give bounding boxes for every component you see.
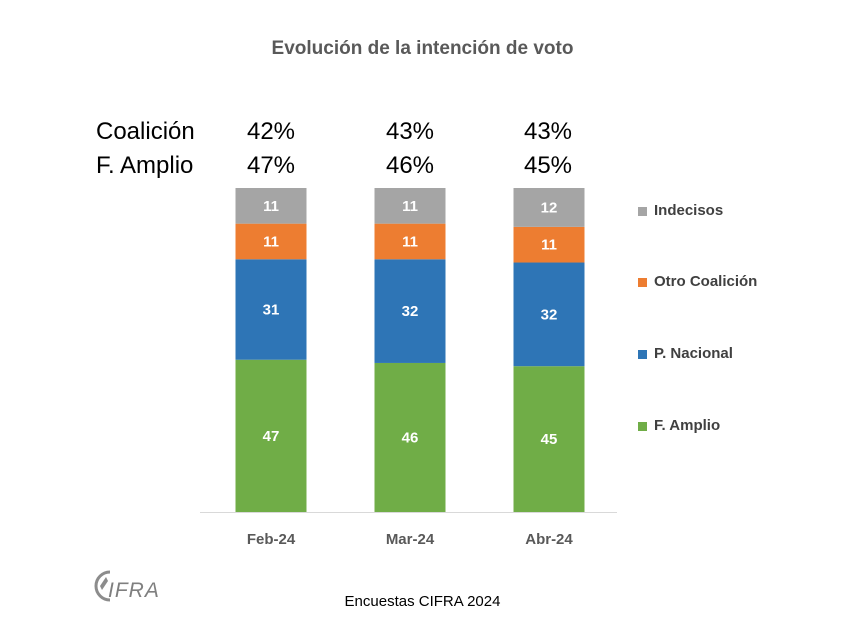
data-label: 11	[402, 198, 418, 215]
bar-segment	[513, 226, 585, 263]
summary-value: 43%	[523, 118, 573, 145]
legend-label: P. Nacional	[654, 345, 733, 362]
x-tick-label: Mar-24	[386, 531, 435, 548]
x-tick-label: Feb-24	[247, 531, 296, 548]
summary-value: 43%	[385, 118, 435, 145]
summary-label: F. Amplio	[96, 152, 194, 179]
footer-source: Encuestas CIFRA 2024	[344, 593, 501, 610]
bar-segment	[235, 259, 307, 360]
bar-segment	[235, 188, 307, 224]
svg-text:IFRA: IFRA	[108, 579, 160, 602]
summary-value: 46%	[385, 152, 435, 179]
legend-label: F. Amplio	[654, 417, 721, 434]
bar-segment	[513, 366, 585, 512]
bar-segment	[374, 223, 446, 260]
bar-segment	[513, 188, 585, 227]
data-label: 45	[541, 431, 558, 448]
legend-swatch	[638, 207, 647, 216]
summary-value: 47%	[246, 152, 296, 179]
data-label: 11	[402, 233, 418, 250]
data-label: 32	[402, 303, 419, 320]
data-label: 32	[541, 306, 558, 323]
data-label: 31	[263, 302, 280, 319]
cifra-logo: IFRA	[94, 570, 160, 602]
bar-segment	[513, 262, 585, 367]
data-label: 12	[541, 199, 558, 216]
summary-value: 45%	[523, 152, 573, 179]
bar-segment	[374, 362, 446, 512]
summary-value: 42%	[246, 118, 296, 145]
data-label: 11	[541, 237, 557, 254]
bar-segment	[374, 188, 446, 224]
summary-row-famplio: F. Amplio 47% 46% 45%	[0, 152, 845, 182]
legend-swatch	[638, 350, 647, 359]
legend-swatch	[638, 422, 647, 431]
bar-segment	[374, 259, 446, 363]
data-label: 11	[263, 198, 279, 215]
data-label: 46	[402, 429, 419, 446]
bar-segment	[235, 359, 307, 512]
data-label: 47	[263, 428, 280, 445]
legend-label: Indecisos	[654, 202, 724, 219]
x-tick-label: Abr-24	[525, 531, 573, 548]
chart-title: Evolución de la intención de voto	[271, 38, 574, 59]
legend-swatch	[638, 278, 647, 287]
summary-row-coalicion: Coalición 42% 43% 43%	[0, 118, 845, 148]
legend-label: Otro Coalición	[654, 273, 758, 290]
summary-label: Coalición	[96, 118, 195, 145]
bar-segment	[235, 223, 307, 260]
data-label: 11	[263, 233, 279, 250]
